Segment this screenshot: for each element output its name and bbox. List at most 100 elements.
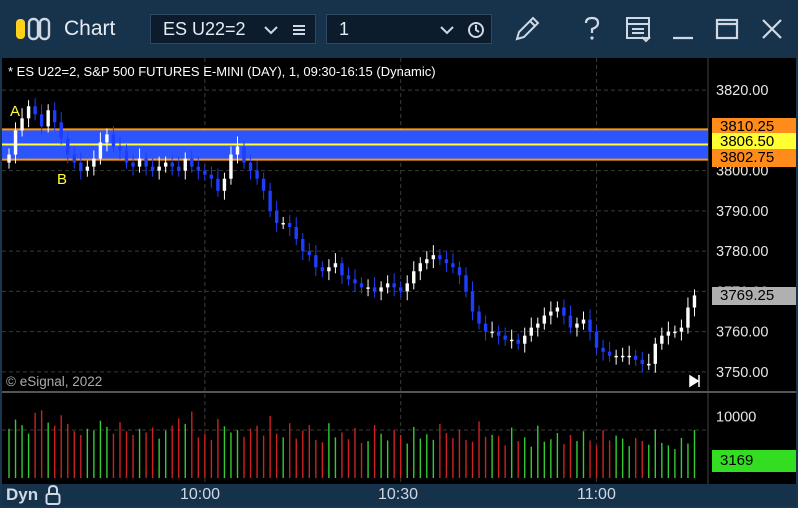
window-title: Chart [64,17,116,40]
minimize-icon[interactable] [670,18,696,42]
candle-body [412,271,416,284]
scroll-right-icon[interactable] [689,374,700,388]
y-tick-label: 3760.00 [716,325,768,341]
symbol-value: ES U22=2 [163,19,246,39]
candle-body [39,114,44,127]
help-icon[interactable] [580,15,604,43]
price-pane [2,58,708,392]
candle-body [314,255,318,268]
interval-dropdown[interactable]: 1 [326,14,492,44]
symbol-dropdown[interactable]: ES U22=2 [150,14,316,44]
candle-body [549,311,553,316]
candle-body [405,283,409,292]
candle-body [242,146,246,163]
candle-body [398,287,403,292]
candle-body [555,307,560,312]
candle-body [190,158,194,167]
close-icon[interactable] [760,17,784,41]
candle-body [131,162,135,167]
candle-body [301,239,305,252]
candle-body [666,331,671,336]
candle-body [118,146,122,151]
chart-area[interactable]: 3820.003810.003800.003790.003780.003770.… [2,58,796,506]
candle-body [144,158,148,167]
candle-body [509,339,514,342]
candle-body [72,154,76,163]
dynamic-mode-label[interactable]: Dyn [6,485,39,504]
y-tick-label: 3780.00 [716,244,768,260]
candle-body [85,166,90,171]
last-price-label: 3769.25 [712,287,796,305]
candle-body [673,331,677,334]
candle-body [483,323,488,332]
candle-body [653,343,658,364]
candle-body [340,263,344,276]
candle-body [26,106,31,119]
maximize-icon[interactable] [714,17,740,41]
candle-body [248,162,253,171]
candle-body [59,122,63,139]
candle-body [614,355,618,358]
candle-body [203,170,207,175]
candle-body [79,162,83,171]
candle-body [438,255,442,260]
candle-body [418,263,422,272]
interval-value: 1 [339,19,350,39]
candle-body [66,138,70,155]
pencil-icon[interactable] [511,13,543,45]
time-label-1030: 10:30 [378,486,419,503]
lock-icon[interactable] [44,484,62,506]
candle-body [177,166,181,171]
list-icon[interactable] [291,22,307,38]
candle-body [392,283,396,288]
save-icon[interactable] [624,15,652,43]
candle-body [464,275,468,292]
candle-body [692,295,697,308]
candle-body [627,355,631,358]
candle-body [111,134,116,147]
candle-body [451,263,455,268]
candle-body [516,339,520,344]
y-tick-label: 3800.00 [716,164,768,180]
time-label-1000: 10:00 [180,486,221,503]
candle-body [320,267,325,272]
volume-last-label: 3169 [712,450,796,472]
clock-icon[interactable] [467,21,485,39]
candle-body [523,335,527,344]
candle-body [124,150,129,163]
candle-body [536,323,540,328]
candle-body [562,307,566,316]
band-middle-label: 3806.50 [712,133,796,151]
marker-b: B [57,171,67,188]
candle-body [568,315,573,328]
y-tick-label: 3790.00 [716,204,768,220]
candle-body [307,251,312,256]
candle-body [52,110,57,123]
candle-body [679,327,684,332]
candle-body [170,162,174,167]
candle-body [137,158,142,167]
candle-body [385,283,390,288]
candle-body [470,291,475,312]
candle-body [209,174,214,179]
candle-body [46,110,50,127]
y-tick-label: 3820.00 [716,83,768,99]
marker-a: A [10,103,20,120]
candle-body [353,279,357,284]
candle-body [229,154,233,179]
candle-body [490,331,494,334]
candle-body [261,178,266,191]
candle-body [274,210,279,223]
candle-body [183,158,187,171]
candle-body [7,154,11,163]
dropdown-chevron-icon [264,26,278,35]
dropdown-chevron-icon [440,26,454,35]
candle-body [294,227,298,240]
candle-body [281,222,285,225]
candle-body [33,106,37,115]
price-chart[interactable]: 3820.003810.003800.003790.003780.003770.… [2,58,796,506]
candle-body [359,283,364,288]
candle-body [620,355,625,358]
candle-body [496,331,501,336]
